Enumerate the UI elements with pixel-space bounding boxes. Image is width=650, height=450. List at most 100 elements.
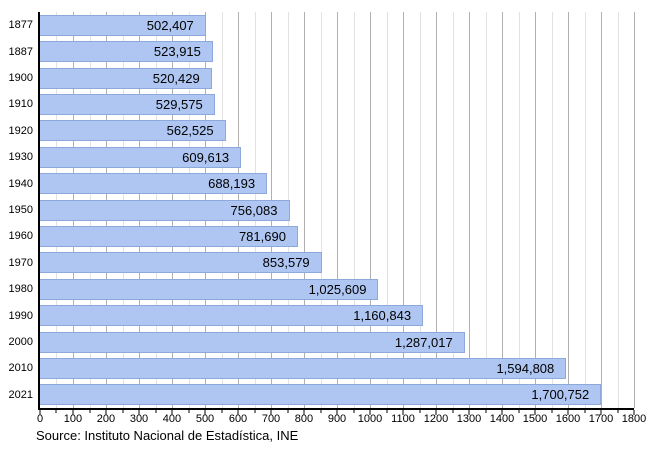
source-note: Source: Instituto Nacional de Estadístic… (36, 428, 299, 443)
bar-value-label: 781,690 (238, 228, 286, 244)
plot-area: 502,407 523,915 520,429 529,575 562,525 609,6… (38, 12, 635, 410)
year-label: 1877 (8, 19, 33, 32)
bar: 1,594,808 (40, 357, 567, 379)
x-tick-minor (485, 410, 486, 413)
bar: 1,160,843 (40, 305, 424, 327)
x-tick-major (270, 410, 272, 415)
x-tick-major (105, 410, 107, 415)
x-tick-minor (452, 410, 453, 413)
year-label: 1930 (8, 151, 33, 164)
bar: 756,083 (40, 199, 290, 221)
x-tick-major (237, 410, 239, 415)
gridline-minor (320, 12, 322, 408)
bar-value-label: 756,083 (230, 202, 278, 218)
x-tick-major (303, 410, 305, 415)
bar: 609,613 (40, 146, 242, 168)
bar: 781,690 (40, 225, 298, 247)
x-tick-major (336, 410, 338, 415)
x-tick-major (534, 410, 536, 415)
bar-value-label: 529,575 (155, 96, 203, 112)
gridline-major (436, 12, 437, 408)
x-tick-minor (55, 410, 57, 413)
x-tick-label: 700 (261, 413, 281, 425)
year-label: 1887 (8, 45, 33, 58)
gridline-major (337, 12, 338, 408)
gridline-minor (353, 12, 355, 408)
bar-row: 756,083 (40, 197, 634, 223)
x-axis-ticks (39, 410, 635, 416)
year-label: 2021 (8, 388, 33, 401)
bar-value-label: 1,700,752 (531, 387, 590, 403)
gridline-major (535, 12, 536, 408)
bar: 562,525 (40, 120, 226, 142)
x-tick-minor (617, 410, 618, 413)
bar-row: 1,594,808 (40, 355, 634, 381)
x-tick-major (435, 410, 437, 415)
x-axis-tick-labels: 0 100 200 300 400 500 600 700 800 900 1000 1100 1200… (36, 413, 646, 426)
year-label: 1960 (8, 230, 33, 243)
bar-value-label: 562,525 (166, 123, 214, 139)
x-tick-label: 300 (129, 413, 149, 425)
bar: 502,407 (40, 14, 206, 36)
x-tick-minor (419, 410, 420, 413)
bar-row: 529,575 (40, 91, 634, 117)
x-tick-label: 1300 (456, 413, 482, 425)
bar: 523,915 (40, 41, 213, 63)
bar: 520,429 (40, 67, 212, 89)
bar-row: 523,915 (40, 38, 634, 64)
x-tick-minor (551, 410, 552, 413)
year-label: 2010 (8, 362, 33, 375)
gridline-major (502, 12, 503, 408)
bar-row: 853,579 (40, 250, 634, 276)
x-tick-label: 900 (327, 413, 347, 425)
x-tick-label: 400 (162, 413, 182, 425)
gridline-major (403, 12, 404, 408)
bar-row: 1,160,843 (40, 302, 634, 328)
x-tick-major (204, 410, 206, 415)
year-label: 1990 (8, 309, 33, 322)
bar: 1,287,017 (40, 331, 465, 353)
bar-row: 609,613 (40, 144, 634, 170)
bar-row: 688,193 (40, 170, 634, 196)
gridline-minor (419, 12, 421, 408)
x-tick-major (171, 410, 173, 415)
x-tick-major (600, 410, 602, 415)
x-tick-major (567, 410, 569, 415)
bar-value-label: 523,915 (153, 44, 201, 60)
x-tick-label: 0 (36, 413, 44, 425)
bar-value-label: 502,407 (146, 17, 194, 33)
x-tick-minor (386, 410, 387, 413)
x-tick-minor (584, 410, 585, 413)
x-tick-label: 1600 (555, 413, 581, 425)
gridline-minor (617, 12, 619, 408)
bar-row: 1,287,017 (40, 329, 634, 355)
bar-row: 520,429 (40, 65, 634, 91)
year-label: 1970 (8, 256, 33, 269)
x-tick-major (39, 410, 41, 415)
bar-value-label: 1,594,808 (496, 360, 555, 376)
x-tick-major (138, 410, 140, 415)
bar-value-label: 609,613 (182, 149, 230, 165)
year-label: 1900 (8, 72, 33, 85)
x-tick-minor (188, 410, 189, 413)
gridline-major (567, 12, 569, 408)
x-tick-label: 1800 (621, 413, 647, 425)
x-tick-label: 800 (294, 413, 314, 425)
x-tick-minor (221, 410, 222, 413)
bar-value-label: 1,160,843 (353, 308, 412, 324)
year-label: 1940 (8, 177, 33, 190)
year-label: 1950 (8, 204, 33, 217)
year-label: 1920 (8, 124, 33, 137)
gridline-minor (485, 12, 487, 408)
x-tick-label: 1100 (391, 413, 415, 425)
gridline-major (469, 12, 470, 408)
year-label: 1910 (8, 98, 33, 111)
gridline-minor (584, 12, 586, 408)
bar-value-label: 853,579 (262, 255, 310, 271)
gridline-minor (386, 12, 388, 408)
x-tick-minor (320, 410, 321, 413)
x-tick-label: 1200 (423, 413, 449, 425)
gridline-minor (452, 12, 454, 408)
x-tick-minor (155, 410, 156, 413)
